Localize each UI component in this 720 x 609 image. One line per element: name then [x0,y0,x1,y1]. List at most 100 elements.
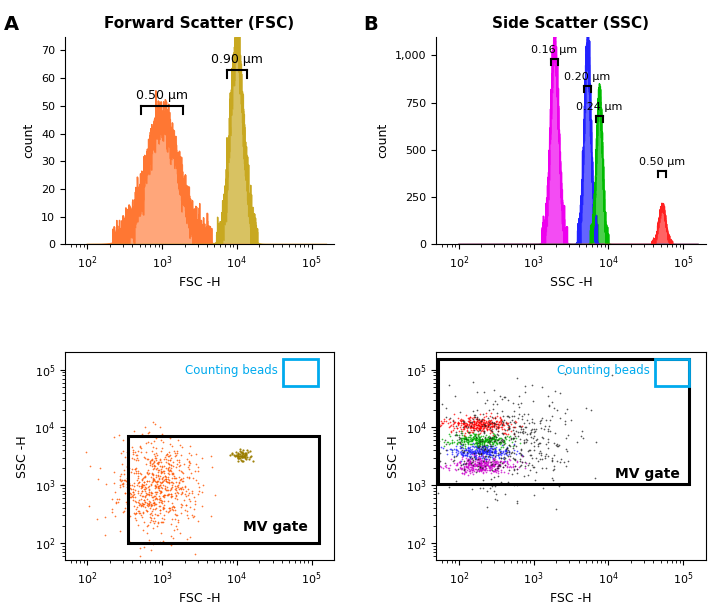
Point [133,500,145,510]
Point [174,441,186,451]
Point [506,469,518,479]
Point [464,449,476,459]
Point [158,491,169,501]
Point [493,437,505,447]
Point [464,456,476,466]
Point [481,454,492,463]
Point [140,493,151,502]
Point [441,439,452,449]
Point [480,398,491,407]
Point [189,511,200,521]
Point [474,437,485,446]
Point [535,450,546,460]
Point [142,454,153,463]
Point [481,448,492,458]
Point [464,446,476,456]
Point [135,494,146,504]
Point [476,462,487,472]
Point [473,423,485,433]
Point [92,474,104,484]
Point [535,423,546,433]
Point [179,482,191,491]
Point [462,470,474,479]
Point [467,457,479,466]
Point [472,457,484,467]
Point [485,423,496,432]
Point [492,463,503,473]
Point [455,446,467,456]
Point [468,449,480,459]
Point [528,441,540,451]
Point [526,424,537,434]
Point [156,477,168,487]
Point [470,417,482,427]
Point [466,439,477,449]
Point [505,441,516,451]
Point [138,496,150,505]
Point [464,419,475,429]
Point [460,457,472,467]
Point [467,434,479,444]
Point [500,429,512,439]
Point [467,448,479,458]
Title: Side Scatter (SSC): Side Scatter (SSC) [492,16,649,31]
Point [478,457,490,466]
Point [512,399,523,409]
Point [473,448,485,458]
Point [483,438,495,448]
Point [159,483,171,493]
Point [455,414,467,424]
Point [469,431,481,441]
Point [483,436,495,446]
Point [459,434,470,444]
Point [541,439,552,449]
Point [145,479,157,489]
Point [153,517,164,527]
Point [494,437,505,447]
Point [463,459,474,468]
Point [489,421,500,431]
Point [170,462,181,472]
Point [478,454,490,464]
Point [485,437,496,446]
Point [482,452,494,462]
Point [486,460,498,470]
Point [474,432,485,442]
Point [137,499,148,509]
Point [132,473,144,483]
Point [465,425,477,435]
Point [471,412,482,421]
Point [489,431,500,441]
Point [503,447,515,457]
Point [486,434,498,443]
Point [524,445,536,455]
Point [163,504,175,513]
Point [113,494,125,504]
Point [174,529,185,538]
Point [564,415,576,424]
Point [482,460,493,470]
Point [463,447,474,457]
Point [459,466,470,476]
Point [477,463,489,473]
Point [474,457,485,466]
Point [494,462,505,471]
Point [470,438,482,448]
Point [112,498,123,507]
Text: 0.20 μm: 0.20 μm [564,72,611,82]
Point [472,452,484,462]
Point [489,459,500,469]
Text: 0.50 μm: 0.50 μm [136,89,188,102]
Point [174,484,186,493]
Point [467,414,479,423]
Point [490,464,501,474]
Point [84,461,95,471]
Point [477,445,488,454]
Point [228,450,240,460]
Point [485,459,497,469]
Point [155,482,166,492]
Point [176,484,187,494]
Point [474,451,485,461]
Point [534,454,546,463]
Point [474,447,486,457]
